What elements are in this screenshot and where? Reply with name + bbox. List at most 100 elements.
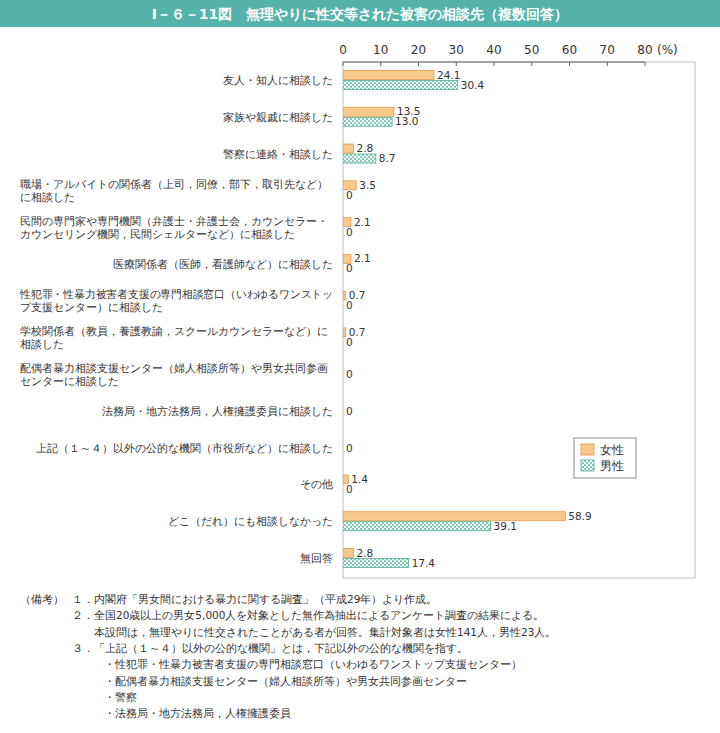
data-label: 0	[346, 299, 353, 311]
bars	[343, 71, 565, 568]
data-label: 39.1	[494, 520, 517, 532]
data-label: 2.8	[357, 547, 374, 559]
category-label-line: 民間の専門家や専門機関（弁護士・弁護士会，カウンセラー・	[20, 215, 328, 227]
category-label: 警察に連絡・相談した	[223, 148, 333, 160]
data-label: 0	[346, 262, 353, 274]
data-label: 0	[346, 336, 353, 348]
note-number: ２．	[72, 609, 94, 621]
data-label: 0	[346, 226, 353, 238]
note-line: 全国20歳以上の男女5,000人を対象とした無作為抽出によるアンケート調査の結果…	[94, 609, 544, 621]
legend-label: 女性	[600, 443, 624, 457]
plot-frame	[343, 62, 695, 578]
bar	[343, 154, 376, 163]
bar	[343, 338, 344, 347]
note-line: 内閣府「男女間における暴力に関する調査」（平成29年）より作成。	[94, 593, 437, 606]
category-label-line: 警察に連絡・相談した	[223, 148, 333, 160]
category-label-line: に相談した	[20, 191, 75, 203]
legend-label: 男性	[600, 459, 624, 473]
category-label: 民間の専門家や専門機関（弁護士・弁護士会，カウンセラー・カウンセリング機関，民間…	[20, 215, 328, 240]
legend-swatch	[581, 444, 594, 455]
bar	[343, 485, 344, 494]
x-tick-label: 40	[486, 43, 501, 57]
x-tick	[607, 62, 608, 66]
data-label: 0	[346, 483, 353, 495]
bar	[343, 401, 344, 410]
bar	[343, 411, 344, 420]
chart: Ⅰ－６－11図 無理やりに性交等された被害の相談先（複数回答） 0 10 20 30 40…	[0, 0, 720, 733]
data-label: 1.4	[351, 473, 368, 485]
bar	[343, 144, 354, 153]
data-label: 24.1	[437, 69, 460, 81]
category-label-line: 職場・アルバイトの関係者（上司，同僚，部下，取引先など）	[20, 178, 328, 190]
bar	[343, 107, 394, 116]
x-tick	[531, 62, 532, 66]
x-tick-label: 0	[339, 43, 347, 57]
data-label: 0	[346, 368, 353, 380]
bar	[343, 301, 344, 310]
bar	[343, 549, 354, 558]
note-line: 「上記（１～４）以外の公的な機関」とは，下記以外の公的な機関を指す。	[94, 642, 468, 655]
x-tick-label: 30	[449, 43, 464, 57]
x-tick	[380, 62, 381, 66]
data-label: 2.1	[354, 252, 371, 264]
category-label-line: 医療関係者（医師，看護師など）に相談した	[113, 258, 333, 270]
x-axis-label: (%)	[657, 43, 678, 57]
notes: （備考） １．内閣府「男女間における暴力に関する調査」（平成29年）より作成。２．…	[20, 593, 556, 719]
data-label: 0	[346, 405, 353, 417]
x-tick-label: 20	[411, 43, 426, 57]
title: Ⅰ－６－11図 無理やりに性交等された被害の相談先（複数回答）	[152, 6, 569, 22]
category-label: 友人・知人に相談した	[223, 74, 333, 86]
x-tick	[343, 62, 344, 66]
bar	[343, 559, 409, 568]
category-label: 家族や親戚に相談した	[223, 111, 333, 123]
category-label-line: どこ（だれ）にも相談しなかった	[168, 515, 333, 527]
category-label: 上記（１～４）以外の公的な機関（市役所など）に相談した	[36, 442, 333, 454]
x-tick	[456, 62, 457, 66]
data-label: 58.9	[568, 510, 591, 522]
category-label-line: プ支援センター）に相談した	[20, 301, 163, 313]
note-line: ・警察	[104, 691, 137, 703]
category-label: 医療関係者（医師，看護師など）に相談した	[113, 258, 333, 270]
note-line: ・配偶者暴力相談支援センター（婦人相談所等）や男女共同参画センター	[104, 675, 467, 687]
note-line: 本設問は，無理やりに性交されたことがある者が回答。集計対象者は女性141人，男性…	[94, 626, 556, 638]
bar	[343, 117, 392, 126]
category-label-line: 友人・知人に相談した	[223, 74, 333, 86]
note-number: １．	[72, 593, 94, 605]
data-label: 3.5	[359, 179, 376, 191]
category-label-line: センターに相談した	[20, 375, 119, 387]
title-band	[0, 0, 720, 27]
data-label: 2.8	[357, 142, 374, 154]
category-label: 性犯罪・性暴力被害者支援の専門相談窓口（いわゆるワンストップ支援センター）に相談…	[19, 288, 333, 313]
data-label: 8.7	[379, 152, 396, 164]
x-tick	[645, 62, 646, 66]
bar	[343, 438, 344, 447]
x-tick	[418, 62, 419, 66]
category-label: 無回答	[300, 552, 333, 564]
category-label-line: 家族や親戚に相談した	[223, 111, 333, 123]
note-line: ・法務局・地方法務局，人権擁護委員	[104, 707, 291, 719]
category-label-line: 学校関係者（教員，養護教諭，スクールカウンセラーなど）に	[20, 325, 328, 337]
bar	[343, 71, 434, 80]
note-number: ３．	[72, 642, 94, 654]
data-label: 30.4	[461, 79, 485, 91]
category-label: その他	[300, 478, 333, 490]
x-tick-label: 10	[373, 43, 388, 57]
bar	[343, 375, 344, 384]
category-label: 学校関係者（教員，養護教諭，スクールカウンセラーなど）に相談した	[20, 325, 328, 350]
data-label: 0	[346, 442, 353, 454]
x-tick-label: 70	[600, 43, 615, 57]
data-label: 0	[346, 189, 353, 201]
data-label: 13.0	[395, 115, 418, 127]
data-label: 17.4	[412, 557, 436, 569]
bar	[343, 448, 344, 457]
x-tick-label: 60	[562, 43, 577, 57]
bar	[343, 81, 458, 90]
category-label: 配偶者暴力相談支援センター（婦人相談所等）や男女共同参画センターに相談した	[20, 362, 328, 387]
notes-heading: （備考）	[20, 593, 64, 605]
note-line: ・性犯罪・性暴力被害者支援の専門相談窓口（いわゆるワンストップ支援センター）	[104, 658, 522, 670]
bar	[343, 512, 565, 521]
bar	[343, 365, 344, 374]
category-label-line: 無回答	[300, 552, 333, 564]
x-tick	[494, 62, 495, 66]
x-tick-label: 50	[524, 43, 539, 57]
